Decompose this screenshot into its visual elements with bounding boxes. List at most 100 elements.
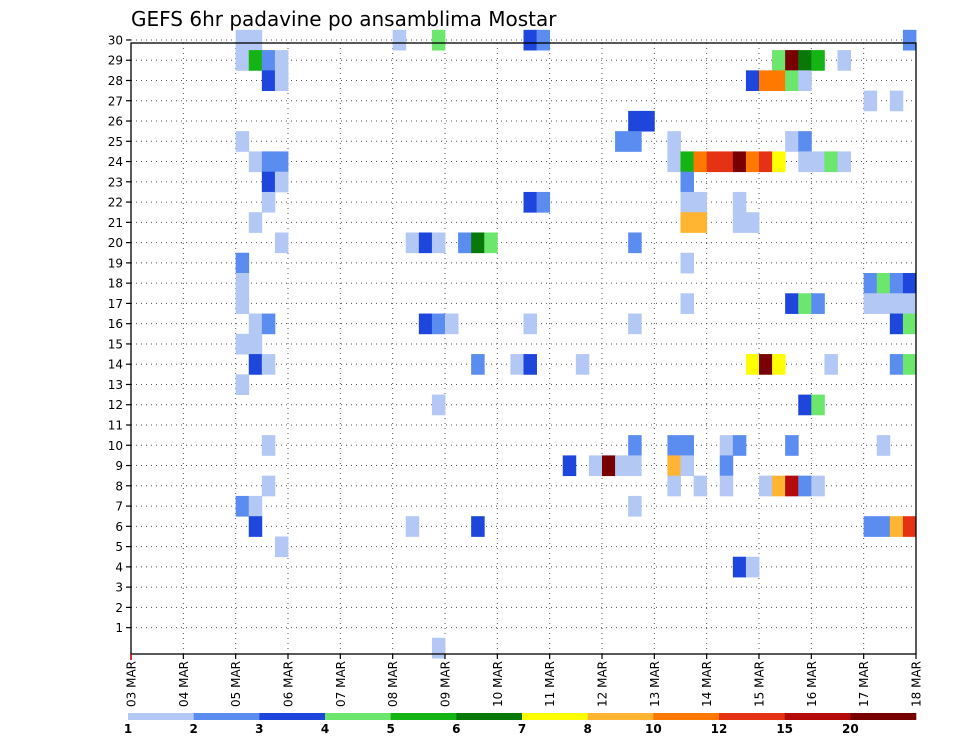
heat-cell (889, 273, 904, 294)
heat-cell (274, 50, 289, 71)
heat-cell (680, 435, 694, 456)
heat-cell (693, 212, 708, 233)
heat-cell (405, 232, 420, 254)
heat-cell (759, 151, 773, 173)
heat-cell (628, 495, 642, 517)
legend-swatch (390, 713, 457, 720)
legend-swatch (259, 713, 326, 720)
heat-cell (484, 232, 498, 254)
y-tick-label: 4 (115, 560, 123, 574)
legend-label: 7 (518, 722, 526, 736)
y-tick-label: 26 (108, 115, 123, 129)
heat-cell (628, 131, 642, 152)
heat-cell (706, 151, 721, 173)
heat-cell (235, 252, 250, 274)
heat-cell (261, 151, 276, 173)
y-tick-label: 9 (115, 459, 123, 473)
legend-swatch (193, 713, 260, 720)
heat-cell (458, 232, 472, 254)
legend-swatch (587, 713, 654, 720)
heat-cell (261, 171, 276, 193)
heat-cell (261, 70, 276, 92)
x-tick-label: 14 MAR (700, 661, 714, 707)
heat-cell (261, 475, 276, 497)
heat-cell (693, 151, 708, 173)
y-tick-label: 29 (108, 54, 123, 68)
heat-cell (732, 556, 747, 578)
heat-cell (248, 29, 263, 51)
x-tick-label: 09 MAR (439, 661, 453, 707)
heat-cell (628, 455, 642, 477)
y-tick-label: 27 (108, 94, 123, 108)
heat-cell (235, 333, 250, 355)
heat-cell (680, 455, 694, 477)
heat-cell (902, 313, 917, 335)
plot-frame (130, 42, 917, 655)
heat-cell (431, 29, 446, 51)
x-tick-label: 07 MAR (334, 661, 348, 707)
heat-cell (248, 516, 263, 537)
x-tick-label: 04 MAR (177, 661, 191, 707)
heat-cell (667, 151, 681, 173)
y-tick-label: 10 (108, 439, 123, 453)
heat-cell (693, 475, 708, 497)
heat-cell (863, 273, 878, 294)
heat-cell (431, 313, 446, 335)
heat-cell (732, 191, 747, 213)
heat-cell (785, 293, 799, 314)
heat-cell (667, 131, 681, 152)
x-tick-label: 08 MAR (386, 661, 400, 707)
heat-cell (693, 191, 708, 213)
heat-cell (628, 313, 642, 335)
heat-cell (261, 354, 276, 375)
color-legend: 1 2 3 4 5 6 7 8 10 12 15 20 (124, 713, 917, 736)
y-tick-label: 28 (108, 74, 123, 88)
legend-label: 15 (776, 722, 793, 736)
legend-label: 6 (452, 722, 460, 736)
heat-cell (798, 293, 812, 314)
heat-cell (785, 475, 799, 497)
heat-cell (798, 70, 812, 92)
heat-cell (811, 475, 825, 497)
heat-cell (680, 151, 694, 173)
heat-cell (248, 313, 263, 335)
y-tick-label: 14 (108, 358, 123, 372)
heat-cell (902, 516, 917, 537)
heat-cell (235, 293, 250, 314)
heat-cell (745, 354, 760, 375)
heat-cell (536, 29, 551, 51)
heat-cell (745, 212, 760, 233)
heat-cell (667, 455, 681, 477)
x-tick-label: 10 MAR (491, 661, 505, 707)
legend-swatch (325, 713, 391, 720)
heat-cell (471, 354, 485, 375)
heat-cell (680, 171, 694, 193)
y-tick-label: 23 (108, 175, 123, 189)
heat-cell (876, 516, 891, 537)
heat-cell (445, 313, 459, 335)
y-tick-label: 19 (108, 256, 123, 270)
heat-cell (785, 50, 799, 71)
y-tick-label: 6 (115, 520, 123, 534)
legend-label: 1 (124, 722, 132, 736)
heat-cell (798, 475, 812, 497)
y-tick-label: 22 (108, 196, 123, 210)
heat-cell (785, 131, 799, 152)
heat-cell (235, 273, 250, 294)
heat-cell (274, 232, 289, 254)
legend-swatch (128, 713, 194, 720)
data-cells (235, 29, 917, 659)
y-tick-label: 25 (108, 135, 123, 149)
heat-cell (523, 191, 537, 213)
y-tick-label: 2 (115, 601, 123, 615)
heat-cell (274, 151, 289, 173)
heat-cell (798, 131, 812, 152)
heat-cell (902, 354, 917, 375)
y-tick-label: 24 (108, 155, 123, 169)
x-tick-label: 12 MAR (596, 661, 610, 707)
heat-cell (876, 293, 891, 314)
heat-cell (680, 252, 694, 274)
legend-label: 10 (645, 722, 662, 736)
heat-cell (837, 50, 851, 71)
heat-cell (418, 232, 433, 254)
